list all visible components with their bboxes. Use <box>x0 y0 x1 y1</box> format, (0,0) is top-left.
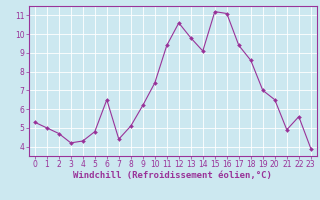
X-axis label: Windchill (Refroidissement éolien,°C): Windchill (Refroidissement éolien,°C) <box>73 171 272 180</box>
